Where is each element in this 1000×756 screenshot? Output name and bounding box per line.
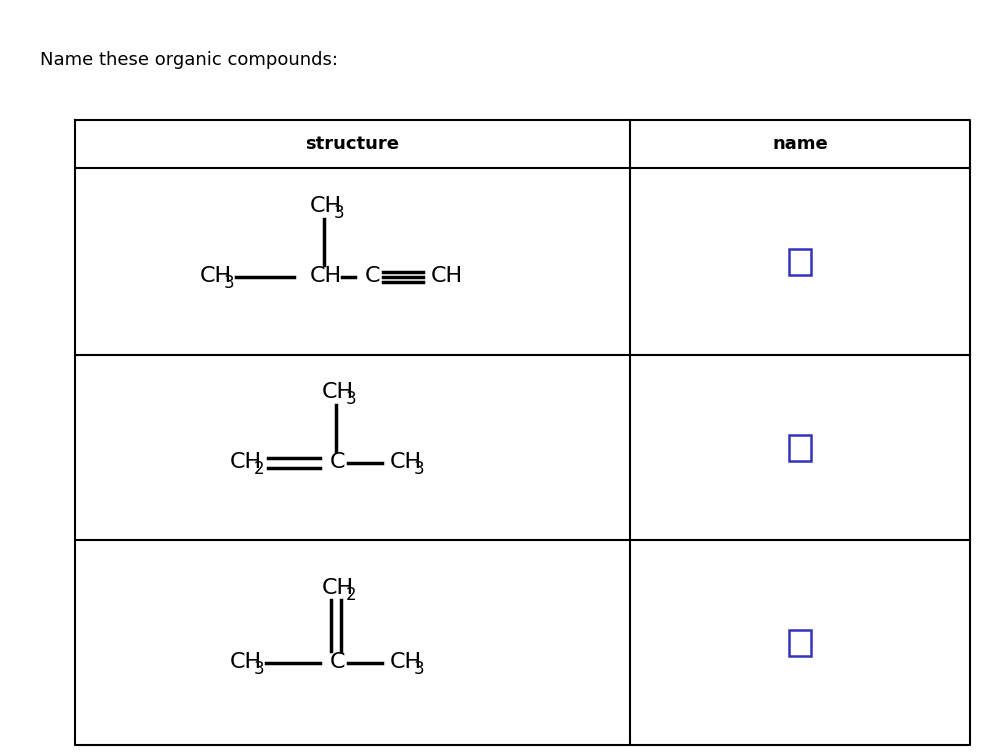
Text: CH: CH (310, 267, 342, 287)
Bar (789, 435, 811, 460)
Text: CH: CH (230, 652, 262, 673)
Text: structure: structure (306, 135, 400, 153)
Text: CH: CH (322, 578, 354, 597)
Text: 3: 3 (414, 460, 425, 479)
Text: 2: 2 (346, 585, 357, 603)
Text: CH: CH (310, 197, 342, 216)
Text: CH: CH (230, 453, 262, 472)
Text: C: C (365, 267, 380, 287)
Text: CH: CH (390, 652, 422, 673)
Text: C: C (330, 453, 346, 472)
Text: C: C (330, 652, 346, 673)
Text: 3: 3 (414, 661, 425, 678)
Text: name: name (772, 135, 828, 153)
Bar (789, 630, 811, 655)
Text: Name these organic compounds:: Name these organic compounds: (40, 51, 338, 69)
Text: CH: CH (322, 383, 354, 402)
Text: 3: 3 (346, 391, 357, 408)
Text: 3: 3 (254, 661, 265, 678)
Text: CH: CH (431, 267, 463, 287)
Text: CH: CH (390, 453, 422, 472)
Text: 2: 2 (254, 460, 265, 479)
Text: CH: CH (200, 267, 232, 287)
Text: 3: 3 (334, 205, 345, 222)
Bar (789, 249, 811, 274)
Text: 3: 3 (224, 274, 235, 293)
